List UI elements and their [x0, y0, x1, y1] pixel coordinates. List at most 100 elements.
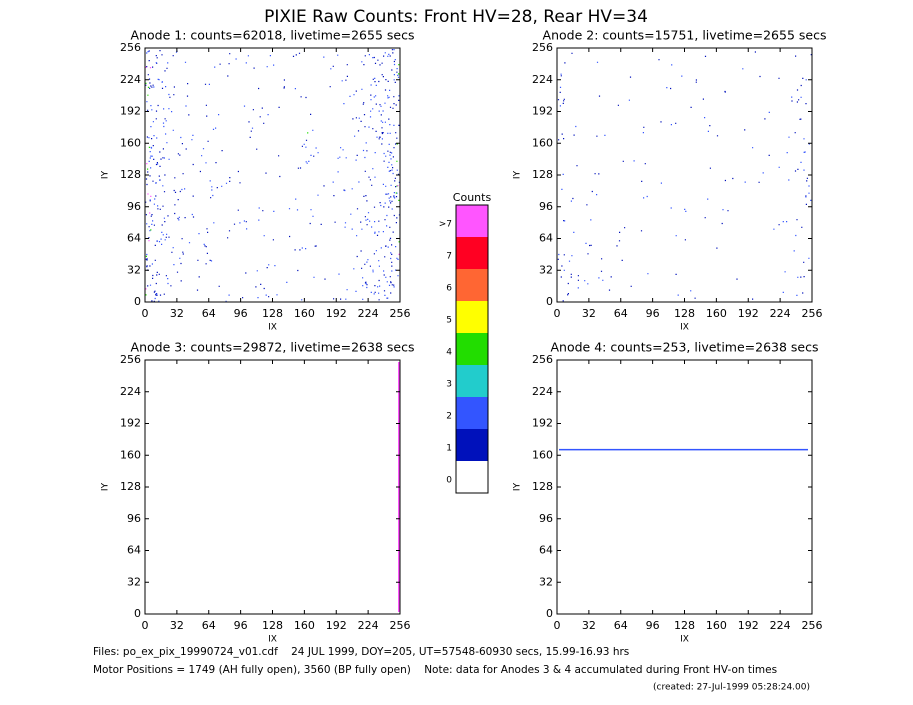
- y-tick-label: 32: [539, 263, 553, 276]
- y-tick-label: 96: [539, 512, 553, 525]
- colorbar-label: 4: [446, 348, 452, 358]
- x-tick-label: 128: [674, 307, 695, 320]
- colorbar-swatch: [456, 333, 488, 365]
- y-axis-label: IY: [101, 482, 111, 491]
- y-tick-label: 96: [127, 512, 141, 525]
- y-tick-label: 128: [532, 168, 553, 181]
- x-tick-label: 256: [802, 619, 823, 632]
- x-tick-label: 224: [770, 307, 791, 320]
- x-tick-label: 32: [582, 619, 596, 632]
- x-tick-label: 224: [770, 619, 791, 632]
- x-tick-label: 160: [294, 307, 315, 320]
- x-tick-label: 128: [262, 619, 283, 632]
- colorbar-swatch: [456, 365, 488, 397]
- x-tick-label: 128: [262, 307, 283, 320]
- footer-files: Files: po_ex_pix_19990724_v01.cdf 24 JUL…: [93, 646, 629, 658]
- y-tick-label: 160: [120, 448, 141, 461]
- colorbar-swatch: [456, 301, 488, 333]
- x-tick-label: 224: [358, 307, 379, 320]
- x-tick-label: 0: [554, 619, 561, 632]
- y-tick-label: 224: [532, 385, 553, 398]
- x-tick-label: 96: [234, 619, 248, 632]
- x-tick-label: 32: [170, 307, 184, 320]
- y-tick-label: 32: [127, 575, 141, 588]
- y-tick-label: 256: [532, 353, 553, 366]
- x-tick-label: 32: [170, 619, 184, 632]
- y-tick-label: 0: [134, 607, 141, 620]
- colorbar-swatch: [456, 461, 488, 493]
- pixel-texture: [559, 448, 808, 451]
- y-tick-label: 128: [120, 480, 141, 493]
- x-tick-label: 0: [142, 307, 149, 320]
- x-tick-label: 128: [674, 619, 695, 632]
- y-tick-label: 32: [127, 263, 141, 276]
- footer-created: (created: 27-Jul-1999 05:28:24.00): [653, 683, 810, 693]
- x-axis-label: IX: [268, 323, 277, 333]
- y-tick-label: 256: [532, 41, 553, 54]
- y-tick-label: 128: [120, 168, 141, 181]
- x-tick-label: 96: [646, 619, 660, 632]
- x-tick-label: 64: [202, 619, 216, 632]
- colorbar-swatch: [456, 205, 488, 237]
- y-axis-label: IY: [101, 170, 111, 179]
- y-tick-label: 96: [539, 200, 553, 213]
- colorbar-swatch: [456, 237, 488, 269]
- x-tick-label: 256: [390, 619, 411, 632]
- colorbar-title: Counts: [453, 191, 492, 204]
- y-tick-label: 64: [539, 232, 553, 245]
- x-axis-label: IX: [268, 635, 277, 645]
- y-tick-label: 160: [120, 136, 141, 149]
- x-axis-label: IX: [680, 323, 689, 333]
- y-tick-label: 192: [532, 417, 553, 430]
- colorbar-label: >7: [439, 220, 452, 230]
- y-tick-label: 256: [120, 353, 141, 366]
- y-tick-label: 224: [532, 73, 553, 86]
- x-tick-label: 32: [582, 307, 596, 320]
- x-tick-label: 192: [738, 619, 759, 632]
- x-tick-label: 192: [326, 307, 347, 320]
- y-tick-label: 224: [120, 73, 141, 86]
- y-axis-label: IY: [513, 170, 523, 179]
- x-tick-label: 192: [326, 619, 347, 632]
- y-tick-label: 256: [120, 41, 141, 54]
- y-tick-label: 0: [546, 607, 553, 620]
- x-tick-label: 64: [614, 307, 628, 320]
- colorbar-swatch: [456, 397, 488, 429]
- colorbar-label: 3: [446, 380, 452, 390]
- y-tick-label: 64: [127, 232, 141, 245]
- y-tick-label: 192: [120, 105, 141, 118]
- y-tick-label: 64: [539, 544, 553, 557]
- y-tick-label: 64: [127, 544, 141, 557]
- colorbar-label: 5: [446, 316, 452, 326]
- footer-motor: Motor Positions = 1749 (AH fully open), …: [93, 664, 777, 676]
- panel-title: Anode 4: counts=253, livetime=2638 secs: [550, 340, 818, 355]
- x-tick-label: 96: [646, 307, 660, 320]
- colorbar-label: 6: [446, 284, 452, 294]
- y-tick-label: 128: [532, 480, 553, 493]
- colorbar-swatch: [456, 429, 488, 461]
- colorbar-swatch: [456, 269, 488, 301]
- y-tick-label: 160: [532, 448, 553, 461]
- y-tick-label: 0: [134, 295, 141, 308]
- x-tick-label: 256: [390, 307, 411, 320]
- x-tick-label: 96: [234, 307, 248, 320]
- x-tick-label: 160: [706, 619, 727, 632]
- panel-title: Anode 1: counts=62018, livetime=2655 sec…: [131, 28, 415, 43]
- y-tick-label: 160: [532, 136, 553, 149]
- x-tick-label: 160: [706, 307, 727, 320]
- y-tick-label: 192: [120, 417, 141, 430]
- x-tick-label: 0: [554, 307, 561, 320]
- x-tick-label: 256: [802, 307, 823, 320]
- x-tick-label: 64: [202, 307, 216, 320]
- y-axis-label: IY: [513, 482, 523, 491]
- panel-title: Anode 2: counts=15751, livetime=2655 sec…: [543, 28, 827, 43]
- x-tick-label: 160: [294, 619, 315, 632]
- panel-title: Anode 3: counts=29872, livetime=2638 sec…: [131, 340, 415, 355]
- x-tick-label: 0: [142, 619, 149, 632]
- colorbar-frame: [455, 204, 489, 494]
- y-tick-label: 32: [539, 575, 553, 588]
- y-tick-label: 96: [127, 200, 141, 213]
- y-tick-label: 192: [532, 105, 553, 118]
- y-tick-label: 224: [120, 385, 141, 398]
